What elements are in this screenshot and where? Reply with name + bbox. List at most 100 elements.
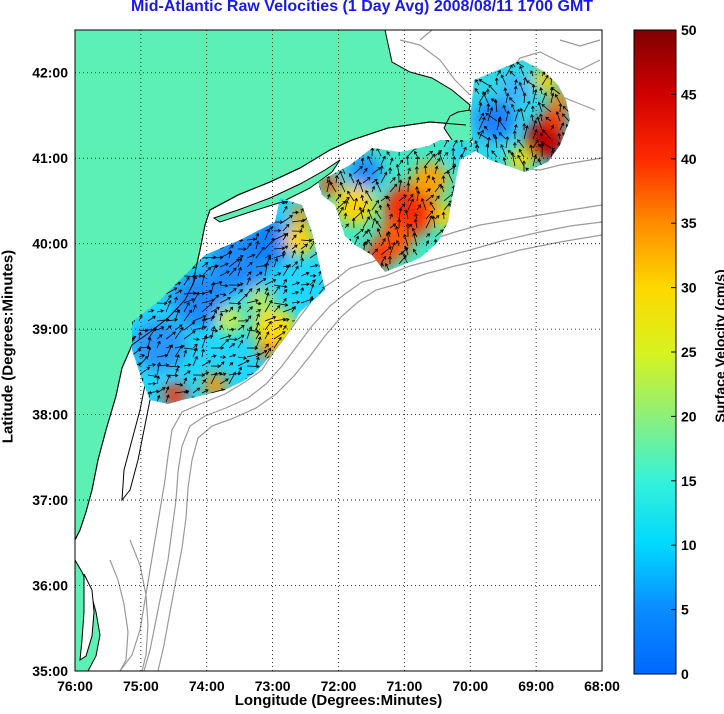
velocity-arrow xyxy=(461,146,467,157)
velocity-arrow xyxy=(452,140,458,148)
velocity-arrow xyxy=(183,298,195,304)
velocity-arrow xyxy=(228,249,232,259)
y-tick-label: 36:00 xyxy=(32,578,68,594)
velocity-arrow xyxy=(362,230,368,238)
velocity-arrow xyxy=(389,157,394,166)
x-tick-label: 69:00 xyxy=(518,678,554,694)
velocity-arrow xyxy=(386,203,391,211)
velocity-arrow xyxy=(443,140,449,148)
colorbar-tick-label: 15 xyxy=(681,473,697,489)
velocity-arrow xyxy=(273,257,278,268)
velocity-arrow xyxy=(441,211,446,220)
velocity-arrow xyxy=(514,79,518,86)
velocity-arrow xyxy=(522,122,527,131)
velocity-arrow xyxy=(255,321,260,331)
velocity-arrow xyxy=(156,326,165,331)
velocity-arrow xyxy=(404,245,409,256)
velocity-arrow xyxy=(375,220,382,229)
velocity-arrow xyxy=(183,349,188,358)
velocity-arrow xyxy=(557,132,562,140)
velocity-arrow xyxy=(165,294,172,304)
velocity-arrow xyxy=(273,284,288,289)
velocity-arrow xyxy=(282,318,290,322)
velocity-arrow xyxy=(219,338,230,349)
colorbar-tick-label: 35 xyxy=(681,215,697,231)
velocity-arrow xyxy=(282,264,290,269)
velocity-arrow xyxy=(246,364,260,369)
velocity-arrow xyxy=(219,262,229,268)
velocity-arrow xyxy=(138,354,146,358)
velocity-arrow xyxy=(219,312,224,322)
y-tick-label: 41:00 xyxy=(32,150,68,166)
velocity-arrow xyxy=(219,309,229,313)
velocity-arrow xyxy=(237,334,245,340)
velocity-arrow xyxy=(219,270,230,277)
velocity-arrow xyxy=(487,106,494,122)
velocity-arrow xyxy=(451,147,456,157)
velocity-arrow xyxy=(380,155,386,166)
velocity-arrow xyxy=(246,242,252,250)
velocity-arrow xyxy=(210,309,217,322)
velocity-arrow xyxy=(264,261,269,277)
velocity-arrow xyxy=(174,326,184,340)
velocity-arrow xyxy=(434,229,444,238)
velocity-arrow xyxy=(353,228,365,238)
velocity-arrow xyxy=(264,347,272,358)
velocity-arrow xyxy=(396,172,401,184)
velocity-arrow xyxy=(421,197,427,211)
velocity-arrow xyxy=(210,325,216,340)
velocity-arrow xyxy=(255,336,262,349)
velocity-arrow xyxy=(360,194,365,202)
velocity-arrow xyxy=(414,165,419,175)
velocity-arrow xyxy=(353,165,363,175)
velocity-arrow xyxy=(156,301,168,306)
velocity-arrow xyxy=(405,155,410,166)
velocity-arrow xyxy=(201,266,212,277)
velocity-arrow xyxy=(478,112,484,122)
velocity-arrow xyxy=(201,317,207,331)
velocity-arrow xyxy=(486,103,491,113)
velocity-arrow xyxy=(493,135,498,149)
velocity-arrow xyxy=(192,315,207,322)
velocity-arrow xyxy=(210,354,217,358)
velocity-arrow xyxy=(415,155,420,166)
velocity-arrow xyxy=(379,165,384,175)
velocity-arrow xyxy=(246,315,252,322)
velocity-arrow xyxy=(300,207,304,214)
velocity-arrow xyxy=(165,299,172,313)
velocity-arrow xyxy=(502,104,507,113)
velocity-arrow xyxy=(291,300,301,305)
velocity-arrow xyxy=(300,238,313,243)
velocity-arrow xyxy=(147,363,156,367)
velocity-arrow xyxy=(505,64,513,77)
velocity-arrow xyxy=(371,199,379,211)
velocity-arrow xyxy=(559,122,565,131)
velocity-arrow xyxy=(353,235,359,247)
velocity-arrow xyxy=(291,244,298,250)
velocity-arrow xyxy=(541,104,552,113)
velocity-arrow xyxy=(488,84,498,95)
velocity-arrow xyxy=(273,228,282,233)
velocity-arrow xyxy=(300,224,305,232)
velocity-arrow xyxy=(246,346,259,350)
velocity-arrow xyxy=(174,296,178,304)
y-tick-label: 35:00 xyxy=(32,663,68,679)
velocity-arrow xyxy=(246,254,256,259)
velocity-arrow xyxy=(237,339,243,349)
velocity-arrow xyxy=(415,186,419,193)
velocity-arrow xyxy=(309,283,315,295)
velocity-arrow xyxy=(493,98,498,113)
velocity-arrow xyxy=(264,299,273,313)
velocity-arrow xyxy=(246,306,253,313)
velocity-arrow xyxy=(348,172,355,184)
velocity-arrow xyxy=(335,200,346,211)
velocity-arrow xyxy=(282,288,288,295)
velocity-arrow xyxy=(273,272,282,277)
velocity-arrow xyxy=(273,331,286,340)
velocity-arrow xyxy=(228,316,237,322)
velocity-arrow xyxy=(138,314,143,322)
velocity-arrow xyxy=(282,278,287,286)
velocity-arrow xyxy=(219,297,232,304)
velocity-arrow xyxy=(237,247,247,252)
velocity-arrow xyxy=(192,291,200,304)
